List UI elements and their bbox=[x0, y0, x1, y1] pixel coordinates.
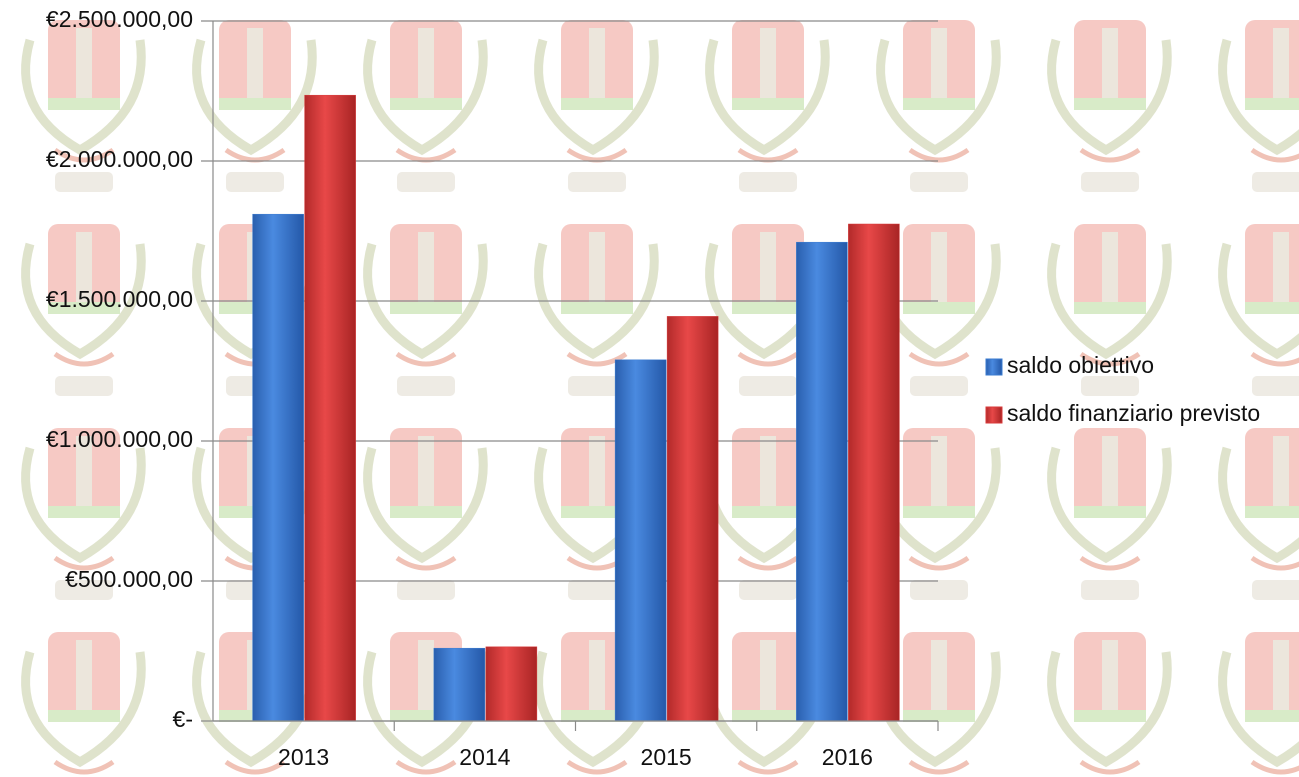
bar bbox=[485, 646, 538, 722]
bar bbox=[796, 241, 848, 722]
y-tick-label: €1.000.000,00 bbox=[46, 426, 193, 452]
legend-swatch bbox=[985, 406, 1003, 424]
y-tick-label: €1.500.000,00 bbox=[46, 286, 193, 312]
y-tick-label: €2.500.000,00 bbox=[46, 6, 193, 32]
bar bbox=[666, 316, 719, 722]
legend-label: saldo obiettivo bbox=[1007, 352, 1154, 378]
plot: €- €500.000,00 €1.000.000,00 €1.500.000,00 €… bbox=[46, 6, 1260, 770]
y-tick-label: €- bbox=[173, 706, 193, 732]
x-tick-label: 2014 bbox=[459, 744, 510, 770]
legend-swatch bbox=[985, 358, 1003, 376]
bar bbox=[433, 647, 486, 722]
bar bbox=[848, 223, 900, 722]
x-tick-label: 2015 bbox=[641, 744, 692, 770]
y-tick-label: €2.000.000,00 bbox=[46, 146, 193, 172]
bar bbox=[614, 359, 667, 722]
bar bbox=[252, 213, 304, 722]
y-tick-label: €500.000,00 bbox=[65, 566, 193, 592]
legend-label: saldo finanziario previsto bbox=[1007, 400, 1260, 426]
bar bbox=[304, 94, 356, 722]
x-tick-label: 2016 bbox=[822, 744, 873, 770]
x-tick-label: 2013 bbox=[278, 744, 329, 770]
